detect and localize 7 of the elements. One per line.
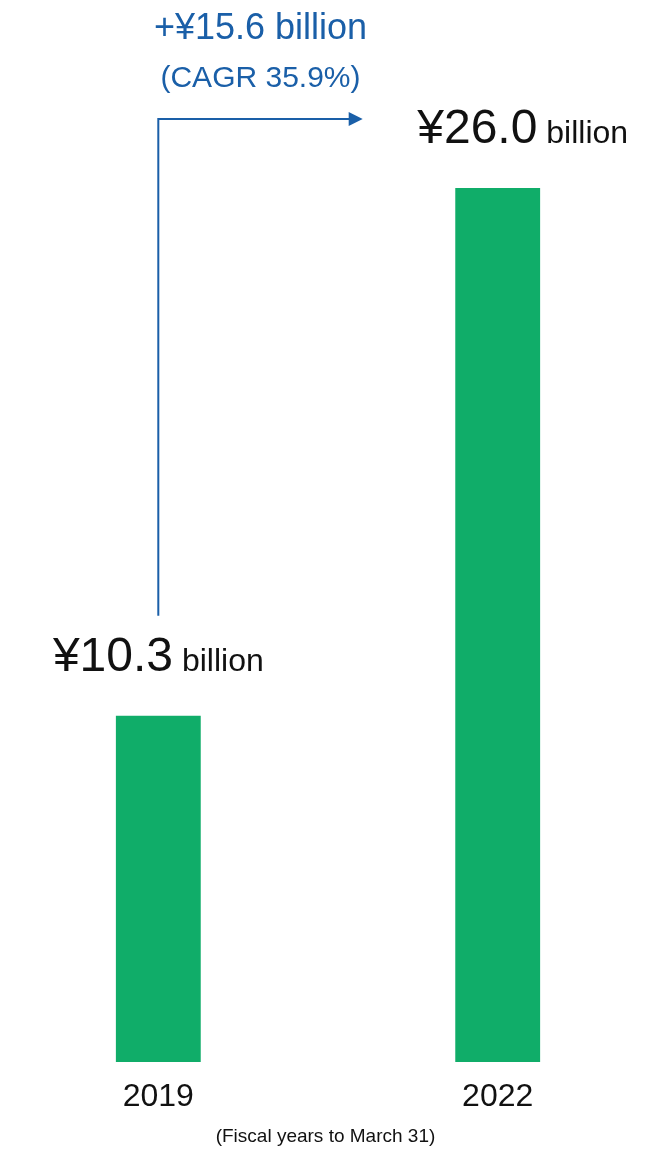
x-tick-label: 2019	[122, 1077, 194, 1113]
data-label: ¥26.0 billion	[416, 100, 629, 153]
text: (Fiscal years to March 31)	[215, 1125, 436, 1146]
x-tick-label: 2022	[462, 1077, 534, 1113]
data-label: ¥10.3 billion	[51, 627, 264, 681]
text: (CAGR 35.9%)	[160, 60, 361, 93]
text: +¥15.6 billion	[153, 6, 368, 47]
